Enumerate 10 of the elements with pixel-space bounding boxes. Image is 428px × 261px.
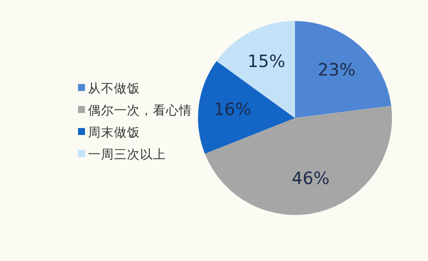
data-label: 16% bbox=[214, 100, 252, 120]
data-label: 23% bbox=[318, 60, 356, 81]
data-label: 46% bbox=[292, 169, 330, 190]
legend-label: 周末做饭 bbox=[88, 124, 140, 140]
legend-label: 一周三次以上 bbox=[88, 146, 166, 162]
legend-label: 从不做饭 bbox=[88, 80, 140, 96]
data-label: 15% bbox=[247, 52, 286, 72]
pie-slice bbox=[216, 21, 295, 118]
pie-slice bbox=[295, 21, 392, 118]
legend-label: 偶尔一次，看心情 bbox=[88, 102, 192, 118]
